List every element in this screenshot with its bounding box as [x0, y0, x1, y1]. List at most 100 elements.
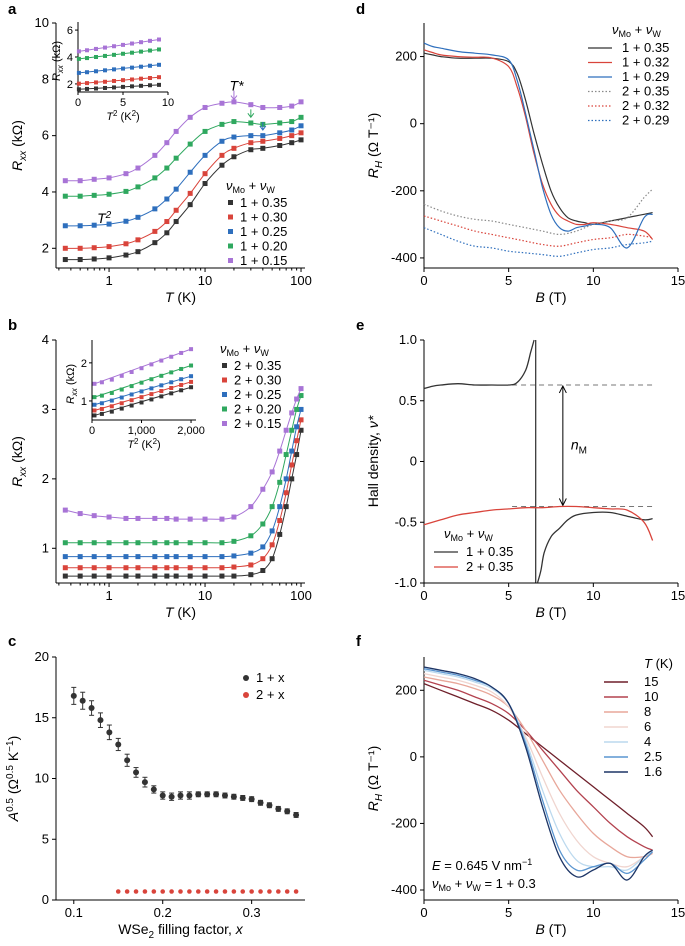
panel-b-inset-point — [92, 408, 97, 413]
panel-a-data-point — [77, 178, 83, 184]
panel-b-data-point — [294, 396, 300, 402]
panel-c-data-point — [150, 786, 157, 793]
panel-c-x-tick-label: 0.3 — [243, 905, 261, 920]
panel-a-inset-point — [157, 37, 161, 42]
panel-b-data-point — [123, 540, 129, 546]
panel-b-data-point — [231, 514, 237, 520]
panel-c-data-point — [284, 808, 291, 815]
panel-a-xlabel-unit: (K) — [174, 289, 197, 305]
panel-c-data-point — [178, 889, 183, 894]
panel-b-legend-marker — [222, 377, 227, 383]
panel-b-ylabel-base: R — [9, 477, 25, 487]
panel-a-data-point — [91, 222, 97, 228]
panel-f-legend-label: 10 — [644, 689, 658, 704]
panel-a-inset-point — [157, 47, 161, 52]
panel-d-y-tick-label: -400 — [391, 250, 417, 265]
panel-b-data-point — [106, 554, 112, 560]
panel-b-data-point — [277, 448, 283, 454]
inset-xlabel-unit: (K — [118, 111, 133, 123]
panel-a-inset-point — [94, 86, 98, 91]
panel-b-inset-point — [179, 350, 184, 355]
panel-b-data-point — [135, 565, 141, 571]
panel-b-legend-title-part: W — [260, 348, 269, 358]
panel-a-data-point — [123, 188, 129, 194]
panel-e-legend-label: 2 + 0.35 — [466, 559, 513, 574]
panel-d-ylabel: RH (Ω T⁻¹) — [365, 113, 385, 179]
panel-a-y-tick-label: 10 — [35, 15, 49, 30]
panel-f-legend-label: 2.5 — [644, 749, 662, 764]
panel-b-legend-label: 2 + 0.15 — [234, 416, 281, 431]
panel-e-y-tick-label: -0.5 — [395, 514, 417, 529]
panel-a-data-point — [298, 123, 304, 129]
panel-b-y-tick-label: 4 — [42, 332, 49, 347]
panel-a-data-point — [277, 135, 283, 141]
panel-a-data-point — [152, 228, 158, 234]
panel-b-inset-point — [139, 400, 144, 405]
panel-b-inset-x-tick-label: 2,000 — [177, 425, 205, 437]
panel-c-data-point — [231, 889, 237, 894]
panel-a-inset-point — [112, 44, 116, 49]
panel-b-inset-point — [92, 381, 97, 386]
panel-a-data-point — [202, 181, 208, 187]
panel-a-inset-point — [139, 64, 143, 69]
panel-d-series-line-0 — [423, 52, 653, 226]
panel-c-ylabel-part: −1 — [5, 740, 16, 752]
panel-a-y-tick-label: 4 — [42, 184, 49, 199]
panel-a-data-point — [91, 256, 97, 262]
panel-c-data-point — [221, 792, 228, 799]
panel-a-data-point — [123, 241, 129, 247]
panel-f-x-tick-label: 10 — [586, 905, 600, 920]
panel-a-inset-point — [121, 78, 125, 83]
panel-b-data-point — [152, 573, 158, 579]
panel-a-legend-title: νMo + νW — [226, 178, 275, 195]
panel-b-data-point — [269, 542, 275, 548]
panel-b-data-point — [173, 565, 179, 571]
panel-a-data-point — [219, 100, 225, 106]
panel-a-data-point — [164, 165, 170, 171]
panel-a-inset-x-tick-label: 10 — [162, 97, 174, 109]
inset-ylabel-unit: (kΩ) — [51, 41, 63, 65]
panel-a-data-point — [173, 207, 179, 213]
panel-b-data-point — [260, 544, 266, 550]
panel-e-xlabel-unit: (T) — [545, 604, 567, 620]
panel-f-ylabel-sub: H — [374, 793, 385, 801]
panel-a-annotation-tstar: T* — [230, 78, 245, 94]
panel-e-y-tick-label: -1.0 — [395, 575, 417, 590]
panel-b-legend-label: 2 + 0.20 — [234, 402, 281, 417]
panel-a-data-point — [231, 145, 237, 151]
panel-c-data-point — [248, 796, 255, 803]
filling-part: ν — [466, 876, 473, 891]
panel-a-legend-label: 1 + 0.30 — [240, 210, 287, 225]
panel-a-data-point — [277, 143, 283, 148]
panel-e-x-tick-label: 5 — [505, 588, 512, 603]
panel-b-data-point — [202, 565, 208, 571]
panel-a-inset-point — [148, 48, 152, 53]
panel-c-data-point — [124, 889, 130, 894]
panel-a-data-point — [106, 221, 112, 227]
panel-b-data-point — [152, 554, 158, 560]
panel-a-data-point — [260, 133, 266, 139]
panel-c-legend-marker — [243, 675, 249, 681]
panel-b-legend-title-part: ν — [254, 341, 261, 356]
panel-b-inset-point — [119, 395, 124, 400]
panel-c-ylabel-part: K — [5, 751, 21, 765]
panel-b-inset-point — [169, 354, 174, 359]
panel-c-data-point — [213, 791, 220, 798]
panel-c-ylabel-part: ) — [5, 736, 21, 741]
panel-e-legend-title-part: + — [463, 526, 478, 541]
panel-a-ylabel: Rxx (kΩ) — [9, 120, 29, 171]
panel-b-inset-point — [119, 406, 124, 411]
panel-f-ylabel-unit: (Ω T⁻¹) — [365, 746, 381, 794]
panel-c-data-point — [293, 889, 299, 894]
panel-a-data-point — [135, 165, 141, 171]
inset-xlabel-sup2: 2 — [153, 437, 158, 446]
panel-c-data-point — [169, 889, 174, 894]
panel-c-x-tick-label: 0.2 — [154, 905, 172, 920]
panel-e-legend-title-part: Mo — [451, 533, 464, 543]
panel-b-data-point — [135, 515, 141, 521]
panel-b-data-point — [202, 516, 208, 522]
panel-a-data-point — [289, 127, 295, 133]
panel-b-data-point — [164, 573, 170, 579]
panel-a-inset-point — [94, 69, 98, 74]
panel-b-data-point — [91, 513, 97, 519]
